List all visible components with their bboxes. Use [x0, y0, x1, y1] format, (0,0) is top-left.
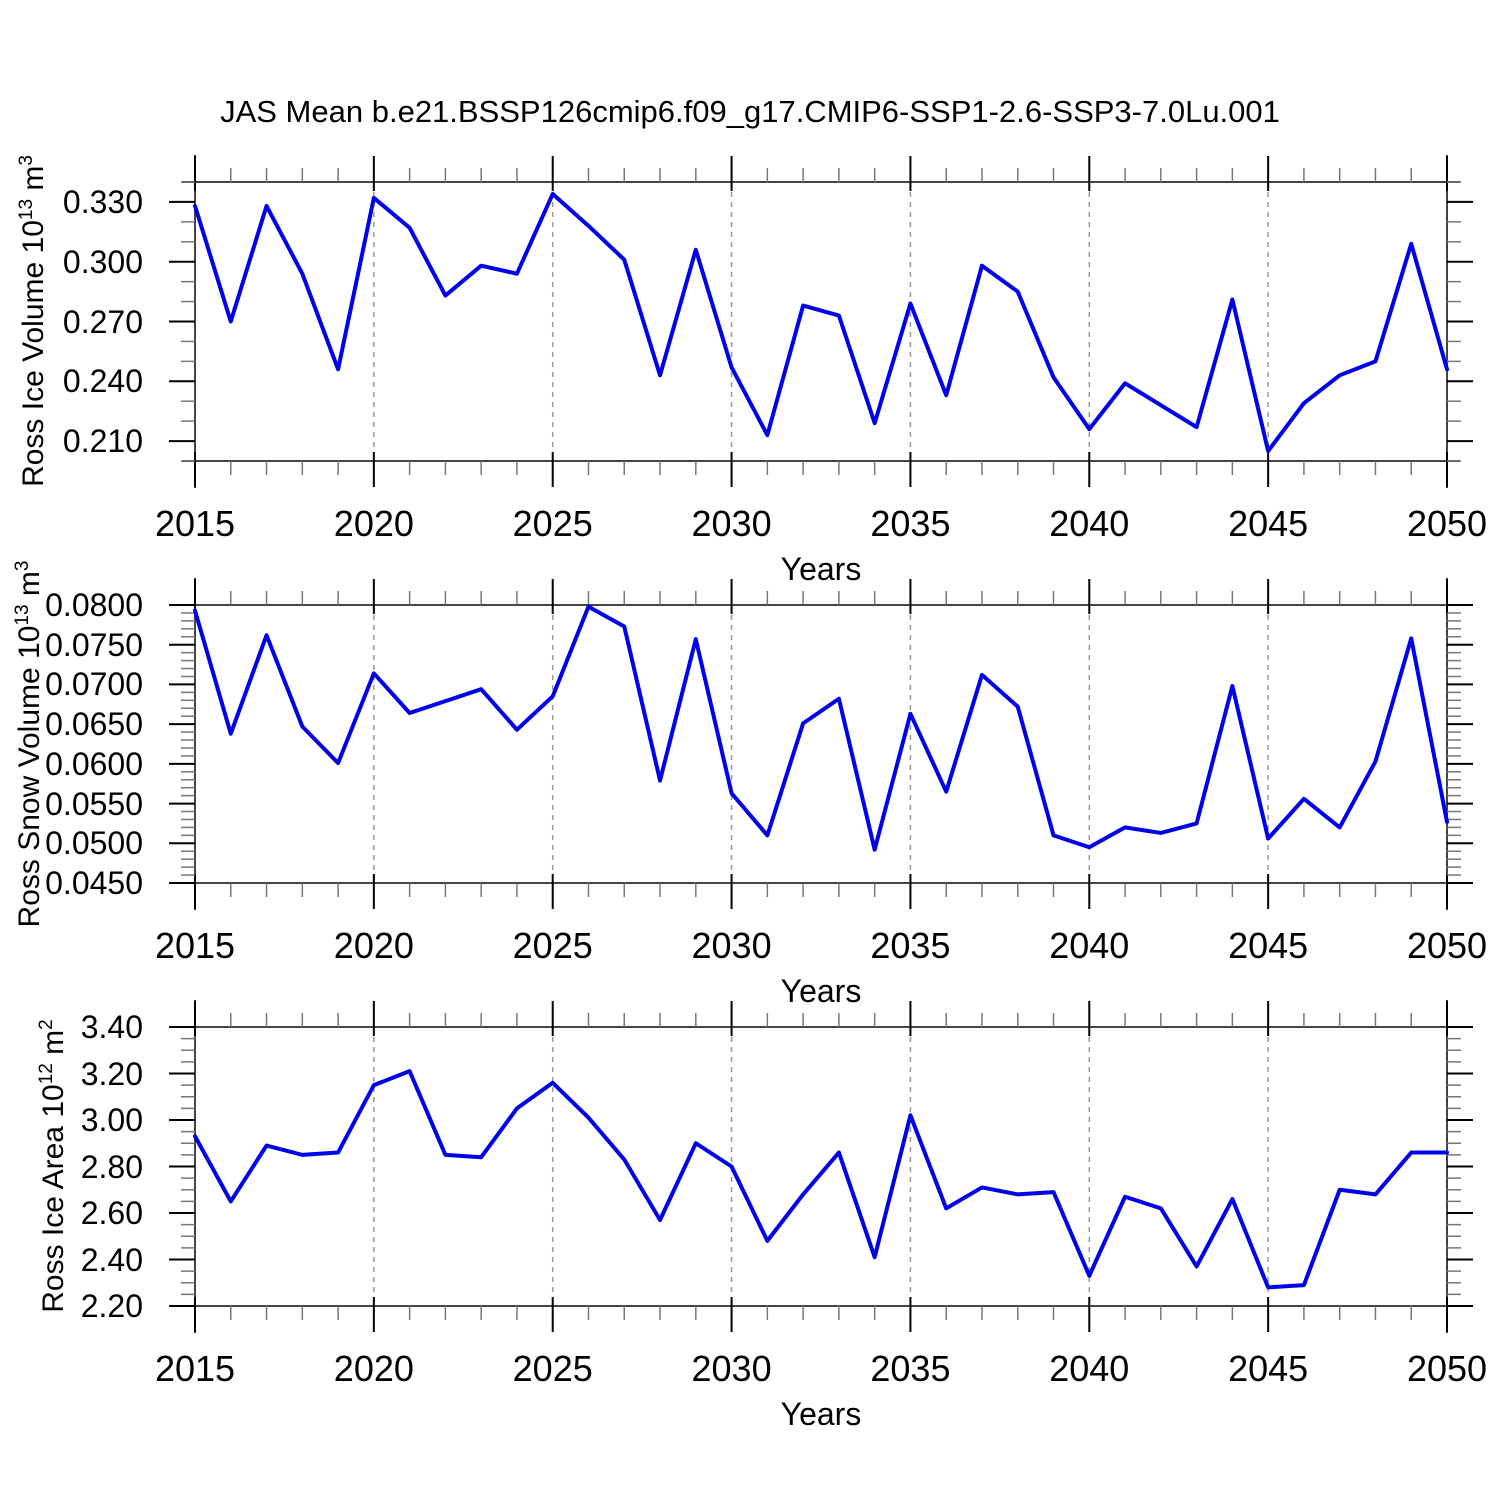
x-tick-label: 2040	[1049, 925, 1130, 966]
x-tick-label: 2025	[512, 925, 593, 966]
x-tick-label: 2035	[870, 1348, 951, 1389]
y-axis-title-unit-exponent: 3	[16, 155, 37, 166]
y-tick-label: 0.0650	[45, 706, 143, 743]
x-tick-label: 2015	[154, 503, 236, 544]
y-tick-label: 0.270	[62, 303, 143, 340]
x-tick-label: 2045	[1228, 1348, 1309, 1389]
x-tick-label: 2045	[1228, 925, 1309, 966]
y-tick-label: 2.40	[80, 1241, 143, 1278]
figure-title: JAS Mean b.e21.BSSP126cmip6.f09_g17.CMIP…	[220, 94, 1280, 129]
y-tick-label: 0.0550	[45, 785, 143, 822]
x-tick-label: 2020	[333, 503, 414, 544]
x-tick-label: 2040	[1049, 1348, 1130, 1389]
y-tick-label: 0.300	[62, 243, 143, 280]
y-tick-label: 2.60	[80, 1195, 143, 1231]
x-tick-label: 2020	[333, 1348, 414, 1389]
x-tick-label: 2035	[870, 925, 951, 966]
y-tick-label: 0.330	[62, 183, 143, 220]
y-tick-label: 3.20	[80, 1055, 143, 1092]
x-tick-label: 2030	[691, 1348, 772, 1389]
x-tick-label: 2045	[1228, 503, 1309, 544]
y-tick-label: 0.0700	[45, 666, 143, 703]
x-axis-title: Years	[780, 973, 862, 1009]
y-tick-label: 0.240	[62, 363, 143, 400]
x-axis-title: Years	[780, 1396, 862, 1432]
x-axis-title: Years	[780, 551, 862, 587]
x-tick-label: 2050	[1406, 1348, 1488, 1389]
y-tick-label: 0.0450	[45, 865, 143, 901]
y-tick-label: 0.210	[62, 423, 143, 460]
y-tick-label: 0.0750	[45, 626, 143, 663]
x-tick-label: 2015	[154, 1348, 236, 1389]
x-tick-label: 2025	[512, 503, 593, 544]
data-series-line	[193, 191, 1449, 454]
x-tick-label: 2025	[512, 1348, 593, 1389]
y-tick-label: 0.0600	[45, 745, 143, 782]
x-tick-label: 2040	[1049, 503, 1130, 544]
x-tick-label: 2050	[1406, 503, 1488, 544]
y-axis-title-unit-exponent: 3	[12, 560, 33, 572]
x-tick-label: 2050	[1406, 925, 1488, 966]
x-tick-label: 2030	[691, 925, 772, 966]
y-tick-label: 0.0800	[45, 587, 143, 623]
data-series-line	[193, 604, 1449, 852]
x-tick-label: 2020	[333, 925, 414, 966]
y-tick-label: 2.80	[80, 1148, 143, 1185]
y-tick-label: 3.40	[80, 1009, 143, 1045]
x-tick-label: 2015	[154, 925, 236, 966]
x-tick-label: 2030	[691, 503, 772, 544]
data-series-line	[193, 1069, 1449, 1290]
y-tick-label: 2.20	[80, 1288, 143, 1324]
y-tick-label: 0.0500	[45, 825, 143, 862]
x-tick-label: 2035	[870, 503, 951, 544]
y-tick-label: 3.00	[80, 1102, 143, 1138]
